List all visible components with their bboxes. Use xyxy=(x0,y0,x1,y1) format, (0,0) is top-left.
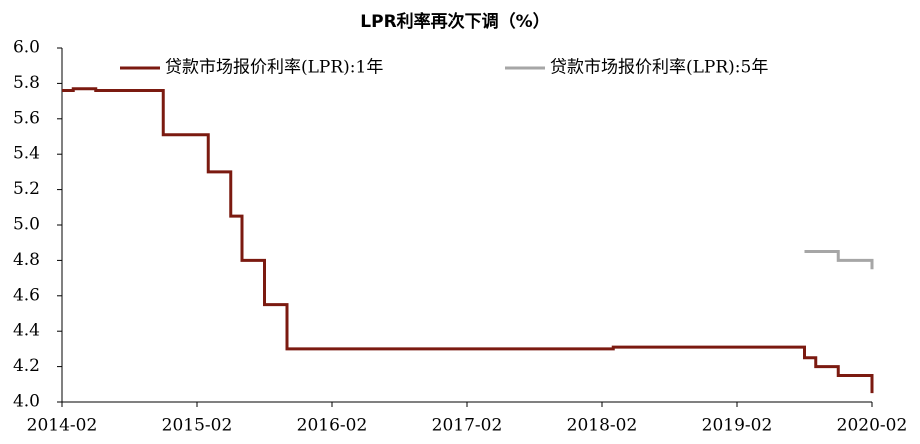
y-tick-label: 5.4 xyxy=(13,144,40,164)
x-tick-label: 2017-02 xyxy=(432,416,503,436)
x-tick-label: 2020-02 xyxy=(837,416,908,436)
series-line xyxy=(804,250,874,270)
chart-title: LPR利率再次下调（%） xyxy=(360,11,549,32)
y-tick-label: 4.4 xyxy=(13,321,40,341)
series-line xyxy=(62,87,874,394)
y-tick-label: 5.8 xyxy=(13,73,40,93)
legend-label: 贷款市场报价利率(LPR):5年 xyxy=(550,58,768,78)
x-tick-label: 2014-02 xyxy=(27,416,98,436)
y-tick-label: 5.2 xyxy=(13,179,40,199)
y-tick-label: 5.6 xyxy=(13,108,40,128)
y-tick-label: 6.0 xyxy=(13,38,40,58)
y-tick-label: 4.0 xyxy=(13,392,40,412)
y-tick-label: 5.0 xyxy=(13,215,40,235)
x-tick-label: 2016-02 xyxy=(297,416,368,436)
y-tick-label: 4.6 xyxy=(13,285,40,305)
x-tick-label: 2015-02 xyxy=(162,416,233,436)
legend-label: 贷款市场报价利率(LPR):1年 xyxy=(165,58,383,78)
x-tick-label: 2019-02 xyxy=(702,416,773,436)
y-tick-label: 4.8 xyxy=(13,250,40,270)
y-tick-label: 4.2 xyxy=(13,356,40,376)
x-tick-label: 2018-02 xyxy=(567,416,638,436)
